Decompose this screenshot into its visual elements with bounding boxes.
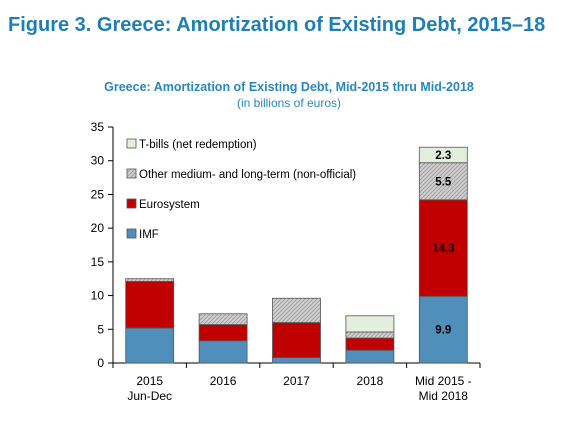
bar-segment <box>198 313 248 325</box>
y-tick-label: 20 <box>91 221 105 235</box>
data-label: 14.3 <box>432 243 454 255</box>
x-category-label: Mid 2015 - <box>415 374 472 388</box>
legend-swatch <box>126 228 137 239</box>
y-tick-label: 0 <box>97 356 104 370</box>
x-category-label: 2017 <box>283 374 310 388</box>
bar-segment <box>272 297 321 323</box>
bar-segment <box>125 281 175 329</box>
bar-segment <box>198 324 248 342</box>
data-label: 9.9 <box>435 325 451 337</box>
bar-segment <box>272 322 321 359</box>
bar-segment <box>345 349 395 364</box>
legend-swatch <box>126 168 137 179</box>
bar-segment <box>198 340 248 364</box>
y-tick-label: 35 <box>91 120 105 134</box>
legend-label: Eurosystem <box>139 199 200 211</box>
bar-segment <box>345 315 395 333</box>
figure-title: Figure 3. Greece: Amortization of Existi… <box>8 14 546 36</box>
bar-segment <box>418 146 468 164</box>
bar-segment <box>272 357 321 364</box>
chart-subtitle: (in billions of euros) <box>237 96 341 110</box>
x-category-label: 2016 <box>210 374 237 388</box>
x-category-label: Jun-Dec <box>127 389 172 403</box>
legend-label: T-bills (net redemption) <box>139 139 257 151</box>
legend-label: IMF <box>139 229 159 241</box>
legend-label: Other medium- and long-term (non-officia… <box>139 169 356 181</box>
bar-segment <box>125 278 175 282</box>
bar-segment <box>345 331 395 339</box>
legend-swatch <box>126 138 137 149</box>
x-category-label: Mid 2018 <box>419 389 469 403</box>
bar-segment <box>125 327 175 364</box>
bar-segment <box>345 337 395 351</box>
y-tick-label: 10 <box>91 289 105 303</box>
data-label: 5.5 <box>435 176 452 188</box>
y-tick-label: 25 <box>91 187 105 201</box>
x-category-label: 2018 <box>357 374 384 388</box>
y-tick-label: 5 <box>97 322 104 336</box>
y-tick-label: 15 <box>91 255 105 269</box>
data-label: 2.3 <box>435 150 451 162</box>
bar-segment <box>418 295 468 364</box>
legend-swatch <box>126 198 137 209</box>
bar-segment <box>418 199 468 297</box>
y-tick-label: 30 <box>91 154 105 168</box>
chart-title: Greece: Amortization of Existing Debt, M… <box>104 80 474 94</box>
x-category-label: 2015 <box>136 374 163 388</box>
